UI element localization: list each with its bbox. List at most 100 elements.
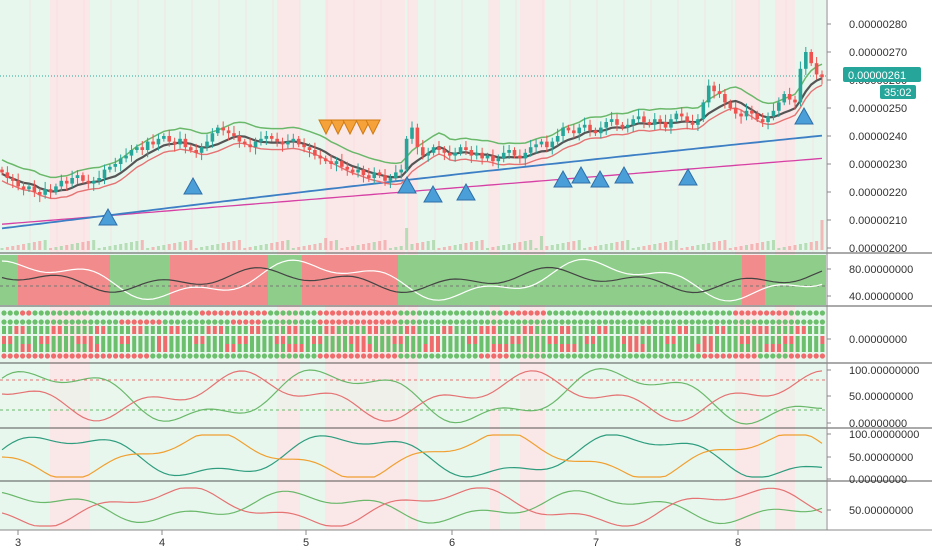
pane3-bar — [597, 326, 602, 334]
pane3-bar — [336, 326, 341, 334]
pane3-dot — [323, 310, 329, 316]
pane3-dot — [516, 353, 522, 359]
candle-body — [820, 74, 824, 78]
candle-body — [129, 150, 134, 156]
pane3-dot — [689, 353, 695, 359]
candle-body — [296, 138, 301, 145]
pane3-bar — [88, 336, 93, 344]
pane3-dot — [63, 319, 69, 325]
pane3-dot — [770, 319, 776, 325]
volume-bar — [572, 241, 576, 250]
volume-bar — [620, 241, 624, 250]
pane3-bar — [262, 326, 267, 334]
volume-bar — [734, 247, 738, 250]
price-axis[interactable]: 0.000002800.000002700.000002600.00000250… — [827, 19, 919, 517]
y-tick-label: 0.00000000 — [849, 418, 907, 430]
pane3-bar — [572, 344, 577, 352]
pane3-dot — [44, 310, 51, 316]
pane3-dot — [664, 310, 671, 316]
volume-bar — [518, 242, 522, 250]
pane3-bar — [231, 336, 236, 344]
pane3-dot — [131, 310, 137, 316]
volume-bar — [162, 245, 166, 250]
pane3-bar — [119, 344, 124, 352]
candle-body — [523, 152, 528, 159]
pane3-bar — [752, 336, 757, 344]
candle-body — [706, 85, 711, 103]
pane3-dot — [404, 353, 410, 359]
candle-body — [194, 150, 199, 153]
volume-bar — [270, 243, 274, 250]
pane3-dot — [280, 310, 286, 316]
candle-body — [458, 147, 463, 153]
pane3-bar — [367, 326, 372, 334]
pane3-dot — [745, 353, 751, 359]
pane3-bar — [522, 336, 527, 344]
pane3-dot — [292, 310, 298, 316]
pane3-dot — [168, 310, 174, 316]
candle-body — [679, 113, 684, 117]
pane3-dot — [565, 319, 571, 325]
pane3-dot — [423, 353, 429, 359]
pane3-dot — [1, 319, 7, 325]
pane3-dot — [255, 310, 261, 316]
candle-body — [723, 94, 727, 103]
pane3-bar — [76, 336, 81, 344]
pane3-bar — [64, 336, 68, 344]
pane3-dot — [788, 310, 795, 316]
buy-signal-marker — [183, 176, 203, 195]
pane3-dot — [702, 310, 708, 316]
oscillator-line — [1, 367, 823, 425]
pane3-dot — [392, 310, 398, 316]
candle-body — [248, 144, 252, 148]
volume-bar — [103, 247, 106, 250]
pane3-dot — [540, 353, 547, 359]
pane4-band-fill — [0, 380, 826, 410]
pane3-bar — [287, 326, 292, 334]
y-tick-label: 0.00000220 — [849, 187, 907, 199]
pane3-dot — [472, 353, 478, 359]
y-tick-label: 0.00000210 — [849, 215, 907, 227]
pane3-bar — [783, 344, 788, 352]
signal-markers — [98, 106, 814, 226]
pane3-dot — [627, 310, 633, 316]
pane3-bar — [646, 336, 651, 344]
pane3-dot — [199, 353, 205, 359]
candle-body — [625, 124, 630, 128]
sell-signal-marker — [342, 119, 358, 136]
candles[interactable] — [0, 46, 824, 203]
candle-body — [313, 150, 317, 156]
pane3-dot — [528, 353, 534, 359]
pane3-dot — [466, 310, 472, 316]
pane3-dot — [137, 319, 143, 325]
candle-body — [572, 130, 576, 134]
pane3-dot — [522, 353, 528, 359]
volume-bar — [194, 248, 198, 250]
candle-body — [108, 166, 112, 170]
pane3-bar — [386, 344, 391, 352]
volume-bar — [798, 244, 802, 250]
candle-body — [474, 152, 479, 156]
pane3-dot — [764, 353, 770, 359]
pane3-bar — [150, 336, 155, 344]
pane3-bar — [318, 336, 323, 344]
pane3-bar — [287, 344, 292, 352]
pane3-dot — [150, 310, 156, 316]
volume-bar — [718, 241, 721, 250]
volume-bar — [809, 242, 813, 250]
pane3-bar — [485, 336, 490, 344]
pane3-bar — [473, 344, 478, 352]
oscillator-line — [1, 434, 823, 478]
time-axis[interactable]: 3 4 5 6 7 8 — [15, 530, 741, 549]
volume-bar — [566, 242, 570, 250]
pane3-dot — [522, 319, 528, 325]
pane3-bar — [634, 344, 639, 352]
pane3-bar — [535, 326, 540, 334]
pane3-bar — [684, 326, 688, 334]
pane3-bar — [138, 344, 143, 352]
pane3-dot — [379, 353, 385, 359]
pane3-dot — [212, 353, 218, 359]
pane3-dot — [751, 353, 757, 359]
pane3-dot — [361, 319, 367, 325]
